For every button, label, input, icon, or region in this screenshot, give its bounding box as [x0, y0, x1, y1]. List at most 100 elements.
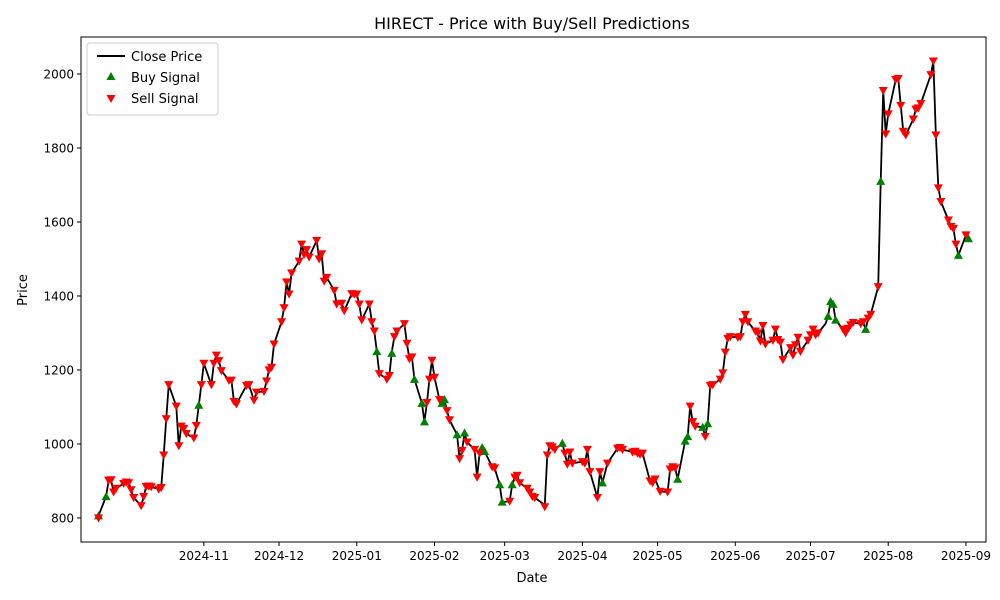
sell-signal-marker: [146, 483, 156, 492]
buy-signal-marker: [480, 446, 490, 455]
sell-signal-marker: [602, 459, 612, 468]
sell-signal-marker: [542, 451, 552, 460]
sell-signal-marker: [901, 131, 911, 140]
sell-signal-marker: [139, 492, 149, 501]
sell-signal-marker: [434, 395, 444, 405]
buy-signal-marker: [703, 419, 713, 428]
x-tick-label: 2025-04: [557, 549, 607, 563]
sell-signal-marker: [277, 318, 287, 327]
sell-signal-marker: [896, 101, 906, 110]
sell-signal-marker: [512, 471, 522, 480]
sell-signal-marker: [352, 290, 362, 299]
sell-signal-marker: [943, 216, 953, 225]
legend-close-price: Close Price: [131, 50, 202, 65]
sell-signal-marker: [560, 449, 570, 458]
sell-signal-marker: [720, 348, 730, 357]
x-axis: 2024-11 2024-12 2025-01 2025-02 2025-03 2025-…: [179, 542, 991, 563]
sell-signal-marker: [161, 415, 171, 424]
sell-signal-marker: [515, 479, 525, 488]
buy-signal-marker: [194, 400, 204, 409]
sell-signal-marker: [650, 475, 660, 484]
buy-signal-marker: [831, 315, 841, 324]
sell-signal-marker: [688, 418, 698, 427]
sell-signal-marker: [136, 502, 146, 511]
buy-signal-marker: [828, 299, 838, 308]
sell-signal-marker: [718, 369, 728, 378]
sell-signal-marker: [357, 316, 367, 325]
buy-signal-marker: [460, 428, 470, 437]
y-tick-label: 1000: [43, 437, 74, 451]
sell-signal-marker: [655, 487, 665, 496]
sell-signal-marker: [525, 488, 535, 497]
sell-signal-marker: [866, 310, 876, 319]
sell-signal-marker: [790, 341, 800, 350]
sell-signal-marker: [231, 400, 241, 409]
y-axis-label: Price: [16, 274, 31, 306]
sell-signal-marker: [530, 494, 540, 503]
sell-signal-marker: [282, 278, 292, 287]
sell-signal-marker: [808, 325, 818, 334]
sell-signal-marker: [322, 273, 332, 282]
sell-signal-marker: [881, 130, 891, 139]
sell-signal-marker: [755, 337, 765, 346]
sell-signal-marker: [211, 351, 221, 360]
legend-box: [86, 42, 219, 116]
sell-signal-marker: [174, 442, 184, 451]
buy-signal-marker: [495, 480, 505, 489]
sell-signal-marker: [743, 318, 753, 327]
sell-signal-marker: [216, 367, 226, 376]
sell-signal-marker: [106, 476, 116, 485]
sell-signal-marker: [580, 459, 590, 468]
buy-signal-marker: [597, 478, 607, 487]
plot-area: 2024-11 2024-12 2025-01 2025-02 2025-03 2025-…: [43, 36, 991, 563]
sell-signal-marker: [111, 484, 121, 493]
buy-signal-marker: [452, 430, 462, 439]
sell-signal-marker: [760, 340, 770, 349]
sell-signal-marker: [407, 353, 417, 362]
sell-signal-marker: [369, 327, 379, 336]
sell-signal-marker: [374, 370, 384, 379]
legend-sell-signal: Sell Signal: [131, 92, 199, 107]
sell-signal-marker: [638, 449, 648, 458]
sell-signal-marker: [951, 240, 961, 249]
x-tick-label: 2025-02: [409, 549, 459, 563]
sell-signal-marker: [505, 497, 515, 506]
sell-signal-marker: [179, 424, 189, 433]
sell-signal-marker: [878, 87, 888, 96]
x-tick-label: 2025-03: [480, 549, 530, 563]
sell-signal-marker: [540, 503, 550, 512]
sell-signal-marker: [931, 131, 941, 140]
sell-signal-marker: [948, 225, 958, 234]
sell-signal-marker: [442, 407, 452, 416]
sell-signal-marker: [337, 299, 347, 308]
sell-signal-marker: [883, 110, 893, 119]
sell-signal-marker: [302, 246, 312, 255]
sell-signal-marker: [725, 333, 735, 342]
sell-signal-marker: [961, 231, 971, 240]
sell-signal-marker: [858, 318, 868, 327]
sell-signal-marker: [933, 184, 943, 193]
sell-signal-marker: [244, 381, 254, 390]
sell-signal-marker: [475, 449, 485, 458]
sell-signal-marker: [928, 57, 938, 66]
sell-signal-marker: [595, 468, 605, 477]
buy-signal-marker: [683, 432, 693, 441]
sell-signal-marker: [788, 351, 798, 360]
sell-signal-marker: [490, 464, 500, 473]
sell-signal-marker: [926, 71, 936, 80]
sell-signal-marker: [793, 333, 803, 342]
sell-signal-marker: [339, 307, 349, 316]
sell-signal-marker: [470, 445, 480, 455]
y-tick-label: 1800: [43, 141, 74, 155]
sell-signal-marker: [159, 451, 169, 460]
sell-signal-marker: [312, 236, 322, 245]
sell-signal-marker: [670, 464, 680, 473]
sell-signal-marker: [690, 422, 700, 431]
sell-signal-marker: [249, 396, 259, 405]
sell-signal-marker: [472, 473, 482, 482]
sell-signal-marker: [196, 381, 206, 390]
sell-signal-marker: [592, 494, 602, 503]
sell-signal-marker: [708, 381, 718, 390]
series-layer: [94, 57, 973, 523]
buy-signal-marker: [507, 480, 517, 489]
